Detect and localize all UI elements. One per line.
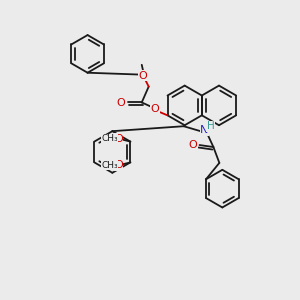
Text: CH₃: CH₃ [101,134,118,143]
Text: H: H [207,121,214,131]
Text: O: O [114,160,123,170]
Text: O: O [117,98,125,108]
Text: O: O [150,104,159,114]
Text: N: N [200,125,209,135]
Text: CH₃: CH₃ [101,161,118,170]
Text: O: O [114,134,123,144]
Text: O: O [138,71,147,81]
Text: O: O [188,140,197,150]
